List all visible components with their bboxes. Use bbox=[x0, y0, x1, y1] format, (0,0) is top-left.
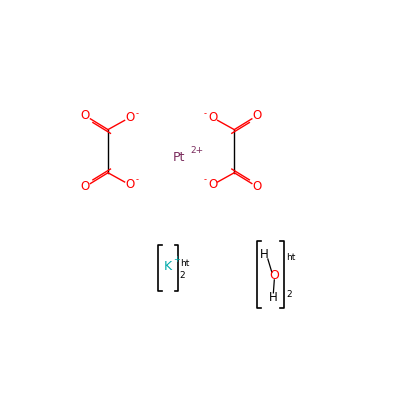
Text: O: O bbox=[80, 109, 90, 122]
Text: O: O bbox=[253, 180, 262, 193]
Text: O: O bbox=[125, 112, 134, 124]
Text: -: - bbox=[136, 109, 139, 118]
Text: O: O bbox=[208, 112, 217, 124]
Text: 2: 2 bbox=[180, 272, 185, 280]
Text: O: O bbox=[125, 178, 134, 191]
Text: ht: ht bbox=[180, 259, 189, 268]
Text: O: O bbox=[269, 270, 279, 282]
Text: H: H bbox=[260, 248, 268, 261]
Text: -: - bbox=[203, 175, 206, 184]
Text: 2: 2 bbox=[286, 290, 292, 299]
Text: -: - bbox=[203, 109, 206, 118]
Text: H: H bbox=[269, 291, 278, 304]
Text: K: K bbox=[164, 260, 172, 273]
Text: 2+: 2+ bbox=[190, 146, 204, 155]
Text: Pt: Pt bbox=[173, 151, 185, 164]
Text: +: + bbox=[173, 255, 180, 264]
Text: -: - bbox=[136, 175, 139, 184]
Text: O: O bbox=[208, 178, 217, 191]
Text: O: O bbox=[253, 109, 262, 122]
Text: O: O bbox=[80, 180, 90, 193]
Text: ht: ht bbox=[286, 253, 295, 262]
